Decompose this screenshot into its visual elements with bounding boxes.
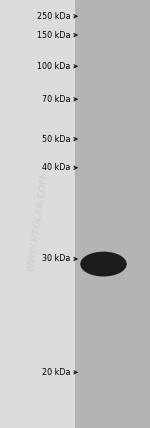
Text: 20 kDa: 20 kDa <box>42 368 70 377</box>
Bar <box>0 0 75 428</box>
Text: 100 kDa: 100 kDa <box>37 62 70 71</box>
Bar <box>75 0 150 428</box>
Text: 30 kDa: 30 kDa <box>42 254 70 264</box>
Text: 40 kDa: 40 kDa <box>42 163 70 172</box>
Text: WWW.PTGLAB.COM: WWW.PTGLAB.COM <box>26 173 49 272</box>
Text: 250 kDa: 250 kDa <box>37 12 70 21</box>
Text: 150 kDa: 150 kDa <box>37 30 70 40</box>
Text: 70 kDa: 70 kDa <box>42 95 70 104</box>
Ellipse shape <box>80 252 127 276</box>
Text: 50 kDa: 50 kDa <box>42 134 70 144</box>
